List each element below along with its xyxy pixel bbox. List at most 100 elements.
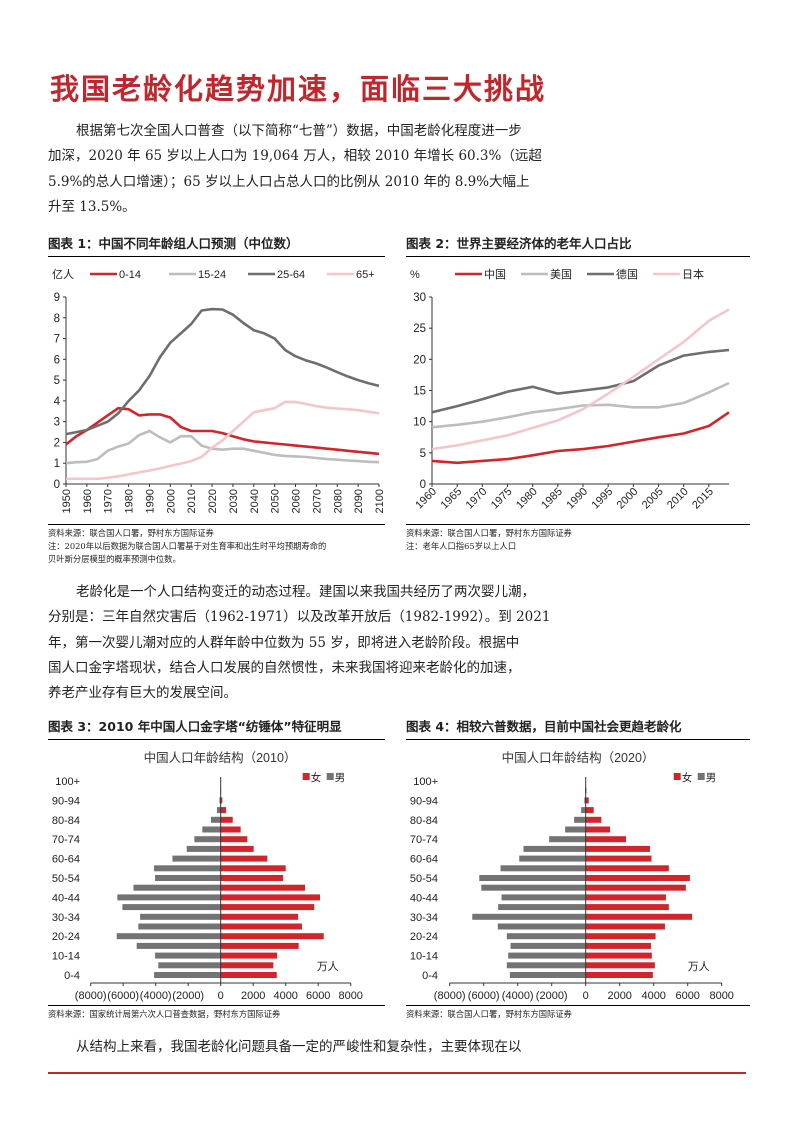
source-text: 资料来源：国家统计局第六次人口普查数据，野村东方国际证券 — [48, 1009, 281, 1019]
bar-female-5-9 — [220, 962, 274, 969]
category-label: 100+ — [413, 776, 438, 788]
bar-female-60-64 — [220, 855, 268, 862]
figure-1-heading: 图表 1：中国不同年龄组人口预测（中位数） — [48, 233, 385, 257]
source-text: 资料来源：联合国人口署，野村东方国际证券 — [406, 528, 572, 538]
legend-swatch — [673, 773, 681, 780]
chart-title: 中国人口年龄结构（2010） — [144, 750, 297, 765]
x-tick-label: 1975 — [489, 486, 515, 512]
legend-label: 男 — [335, 772, 346, 784]
x-tick-label: 1950 — [61, 489, 73, 513]
note-text: 注：2020年以后数据为联合国人口署基于对生育率和出生时平均预期寿命的 — [48, 541, 327, 551]
bar-female-85-89 — [585, 807, 594, 814]
bar-female-20-24 — [220, 933, 324, 940]
bar-female-50-54 — [585, 875, 690, 881]
x-tick-label: 2010 — [186, 489, 198, 513]
x-tick-label: 2010 — [665, 486, 691, 512]
x-tick-label: 2000 — [165, 489, 177, 513]
y-tick-label: 10 — [413, 417, 426, 429]
bar-male-25-29 — [497, 923, 586, 930]
bar-male-35-39 — [122, 904, 221, 911]
category-label: 0-4 — [64, 970, 80, 982]
para-line: 5.9%的总人口增速）；65 岁以上人口占总人口的比例从 2010 年的 8.9… — [48, 173, 530, 190]
category-label: 30-34 — [410, 912, 438, 924]
chart-1-age-groups: 0 1 2 3 4 5 6 7 8 9 1950 1960 1970 1980 1990 2000 2010 20… — [52, 268, 386, 513]
x-tick-label: 0 — [583, 990, 589, 1002]
note-text: 注：老年人口指65岁以上人口 — [406, 541, 517, 551]
bar-female-45-49 — [585, 884, 686, 891]
category-label: 50-54 — [52, 873, 80, 885]
x-tick-label: 4000 — [641, 990, 665, 1002]
x-tick-label: 1970 — [103, 489, 115, 513]
legend-label: 15-24 — [198, 269, 226, 281]
y-tick-label: 6 — [54, 354, 60, 366]
intro-paragraph: 根据第七次全国人口普查（以下简称“七普”）数据，中国老龄化程度进一步 加深，20… — [48, 119, 558, 220]
legend-swatch — [697, 773, 705, 780]
figure-3-heading: 图表 3：2010 年中国人口金字塔“纺锤体”特征明显 — [48, 716, 385, 740]
series-line-25-64 — [65, 307, 380, 436]
x-tick-label: 2000 — [615, 486, 641, 512]
bar-female-80-84 — [220, 816, 233, 823]
bar-female-25-29 — [220, 923, 302, 930]
bar-male-15-19 — [510, 942, 586, 949]
y-tick-label: 8 — [54, 313, 60, 325]
category-label: 80-84 — [410, 815, 438, 827]
bar-female-10-14 — [585, 952, 652, 959]
para-line: 国人口金字塔现状，结合人口发展的自然惯性，未来我国将迎来老龄化的加速， — [48, 659, 521, 676]
category-label: 60-64 — [52, 854, 80, 866]
bar-male-80-84 — [574, 816, 586, 823]
bar-male-10-14 — [508, 952, 586, 959]
para-line: 养老产业存有巨大的发展空间。 — [48, 685, 237, 702]
bar-female-25-29 — [585, 923, 665, 930]
bar-male-35-39 — [498, 904, 586, 911]
bar-female-10-14 — [220, 952, 278, 959]
legend-label: 0-14 — [119, 269, 141, 281]
bar-male-40-44 — [501, 894, 586, 901]
bar-male-45-49 — [133, 884, 221, 891]
para-line: 年，第一次婴儿潮对应的人群年龄中位数为 55 岁，即将进入老龄阶段。根据中 — [48, 634, 520, 651]
figure-1-source: 资料来源：联合国人口署，野村东方国际证券 注：2020年以后数据为联合国人口署基… — [48, 524, 385, 566]
bar-male-75-79 — [202, 826, 221, 833]
chart-4-pyramid-2020: 中国人口年龄结构（2020） 0-4 10-14 20-24 30-34 40-44 50-… — [410, 750, 734, 1002]
bar-male-5-9 — [506, 962, 586, 969]
chart-2-elderly-share: 0 5 10 15 20 25 30 1960 1965 1970 1975 1980 1985 1990… — [410, 267, 730, 512]
x-tick-label: 1985 — [539, 486, 565, 512]
x-tick-label: 1990 — [564, 486, 590, 512]
series-line-德国 — [431, 348, 730, 414]
bar-male-10-14 — [155, 952, 221, 959]
bar-male-60-64 — [519, 855, 586, 862]
x-tick-label: 1990 — [144, 489, 156, 513]
bar-female-75-79 — [220, 826, 241, 833]
bar-male-85-89 — [216, 807, 221, 814]
category-label: 0-4 — [422, 970, 438, 982]
para-line: 根据第七次全国人口普查（以下简称“七普”）数据，中国老龄化程度进一步 — [76, 123, 522, 139]
bar-male-60-64 — [172, 855, 221, 862]
bar-female-30-34 — [220, 913, 299, 920]
x-tick-label: 1970 — [464, 486, 490, 512]
x-tick-label: (4000) — [140, 990, 172, 1002]
page-title: 我国老龄化趋势加速，面临三大挑战 — [50, 72, 547, 106]
y-tick-label: 15 — [413, 386, 426, 398]
category-label: 70-74 — [52, 834, 80, 846]
x-tick-label: (4000) — [502, 990, 534, 1002]
x-tick-label: (2000) — [172, 990, 204, 1002]
x-tick-label: 1960 — [413, 486, 439, 512]
x-tick-label: 1980 — [124, 489, 136, 513]
bar-female-65-69 — [585, 845, 650, 852]
figure-4-heading: 图表 4：相较六普数据，目前中国社会更趋老龄化 — [406, 716, 750, 740]
para-line: 老龄化是一个人口结构变迁的动态过程。建国以来我国共经历了两次婴儿潮， — [76, 584, 535, 600]
x-tick-label: 2080 — [332, 489, 344, 513]
x-tick-label: 6000 — [306, 990, 330, 1002]
source-text: 资料来源：联合国人口署，野村东方国际证券 — [406, 1009, 572, 1019]
category-label: 60-64 — [410, 854, 438, 866]
bar-male-55-59 — [500, 865, 586, 872]
bar-male-70-74 — [549, 836, 586, 843]
bar-male-30-34 — [472, 913, 586, 920]
bar-female-70-74 — [585, 836, 626, 843]
bar-male-85-89 — [581, 807, 586, 814]
chart-3-pyramid-2010: 中国人口年龄结构（2010） 0-4 10-14 20-24 30-34 40-44 50-… — [52, 750, 363, 1002]
legend-label: 65+ — [356, 269, 375, 281]
category-label: 20-24 — [52, 931, 80, 943]
bar-male-50-54 — [479, 875, 586, 881]
bar-female-30-34 — [585, 913, 693, 920]
legend-label: 女 — [311, 771, 322, 784]
